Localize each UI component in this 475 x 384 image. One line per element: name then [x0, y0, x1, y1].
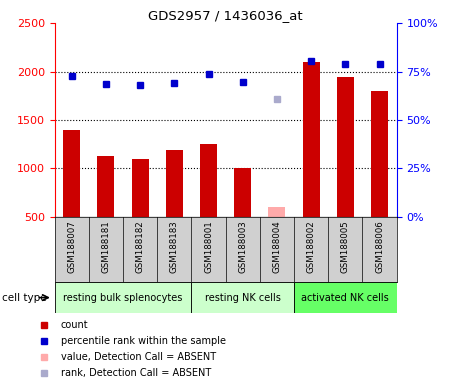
Title: GDS2957 / 1436036_at: GDS2957 / 1436036_at [148, 9, 303, 22]
Bar [132, 159, 149, 217]
Bar [97, 156, 114, 217]
Text: GSM188001: GSM188001 [204, 220, 213, 273]
Bar [371, 91, 388, 217]
Text: GSM188005: GSM188005 [341, 220, 350, 273]
Bar [303, 62, 320, 217]
Text: GSM188183: GSM188183 [170, 220, 179, 273]
Text: percentile rank within the sample: percentile rank within the sample [61, 336, 226, 346]
Text: count: count [61, 320, 89, 330]
Bar [337, 77, 354, 217]
Text: cell type: cell type [2, 293, 47, 303]
Text: GSM188181: GSM188181 [102, 220, 110, 273]
Bar [294, 282, 397, 313]
Bar [55, 282, 191, 313]
Text: activated NK cells: activated NK cells [302, 293, 389, 303]
Bar [268, 207, 285, 217]
Bar [191, 282, 294, 313]
Bar [234, 169, 251, 217]
Text: GSM188007: GSM188007 [67, 220, 76, 273]
Text: resting bulk splenocytes: resting bulk splenocytes [63, 293, 183, 303]
Text: GSM188002: GSM188002 [307, 220, 315, 273]
Bar [200, 144, 217, 217]
Text: GSM188003: GSM188003 [238, 220, 247, 273]
Text: resting NK cells: resting NK cells [205, 293, 281, 303]
Text: value, Detection Call = ABSENT: value, Detection Call = ABSENT [61, 352, 216, 362]
Text: GSM188182: GSM188182 [136, 220, 144, 273]
Text: rank, Detection Call = ABSENT: rank, Detection Call = ABSENT [61, 368, 211, 378]
Text: GSM188004: GSM188004 [273, 220, 281, 273]
Bar [166, 150, 183, 217]
Bar [63, 130, 80, 217]
Text: GSM188006: GSM188006 [375, 220, 384, 273]
